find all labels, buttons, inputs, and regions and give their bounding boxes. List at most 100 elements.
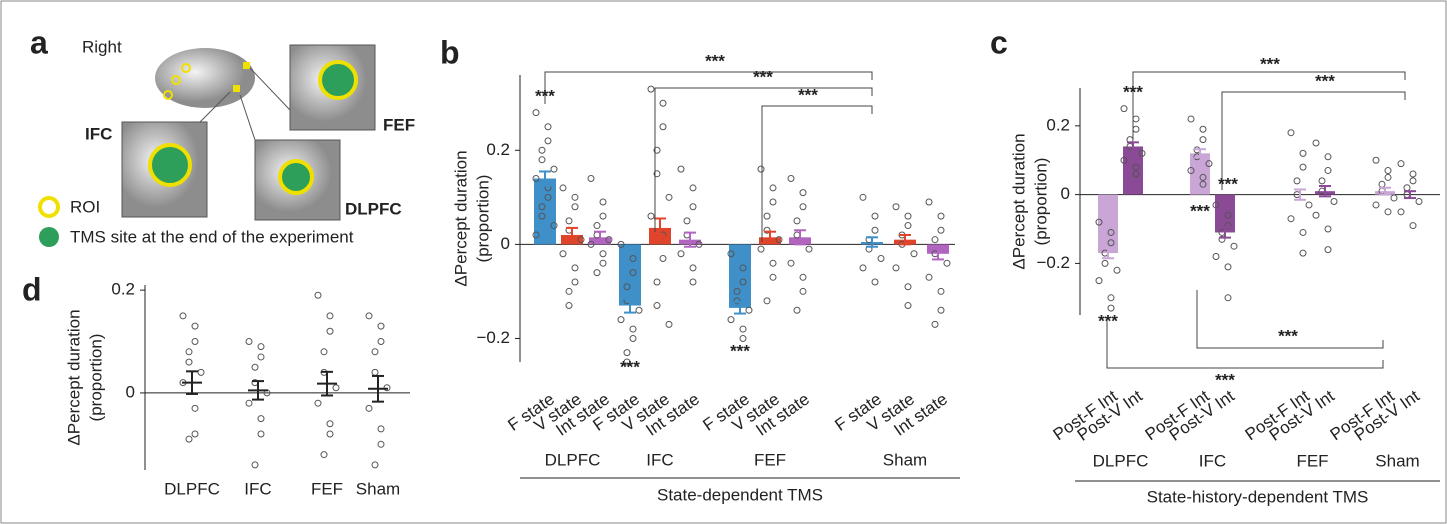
legend-label: ROI bbox=[70, 197, 100, 216]
significance-bracket bbox=[1106, 320, 1384, 369]
data-point bbox=[769, 273, 777, 281]
data-point bbox=[677, 250, 685, 258]
significance-bracket bbox=[761, 105, 873, 242]
y-axis-label: ΔPercept duration bbox=[64, 309, 83, 445]
significance-label: *** bbox=[1278, 326, 1298, 345]
data-point bbox=[365, 312, 373, 320]
data-point bbox=[623, 349, 631, 357]
data-point bbox=[251, 461, 259, 469]
data-point bbox=[904, 212, 912, 220]
data-point bbox=[1409, 222, 1417, 230]
data-point bbox=[859, 193, 867, 201]
data-point bbox=[550, 222, 558, 230]
data-point bbox=[733, 287, 741, 295]
data-point bbox=[538, 156, 546, 164]
data-point bbox=[1224, 222, 1232, 230]
data-point bbox=[629, 254, 637, 262]
data-point bbox=[371, 461, 379, 469]
data-point bbox=[565, 302, 573, 310]
x-tick-label: DLPFC bbox=[164, 479, 220, 498]
data-point bbox=[245, 338, 253, 346]
data-point bbox=[665, 320, 673, 328]
data-point bbox=[739, 278, 747, 286]
data-point bbox=[757, 245, 765, 253]
data-point bbox=[538, 146, 546, 154]
data-point bbox=[925, 198, 933, 206]
data-point bbox=[1318, 177, 1326, 185]
data-point bbox=[659, 254, 667, 262]
data-point bbox=[538, 203, 546, 211]
data-point bbox=[1107, 239, 1115, 247]
data-point bbox=[245, 399, 253, 407]
data-point bbox=[565, 217, 573, 225]
y-axis-label: (proportion) bbox=[1031, 158, 1050, 246]
data-point bbox=[320, 451, 328, 459]
data-point bbox=[326, 430, 334, 438]
data-point bbox=[739, 325, 747, 333]
data-point bbox=[1212, 253, 1220, 261]
data-point bbox=[775, 236, 783, 244]
data-point bbox=[326, 420, 334, 428]
data-point bbox=[689, 278, 697, 286]
data-point bbox=[1324, 246, 1332, 254]
panel-label: b bbox=[440, 34, 460, 70]
data-point bbox=[532, 175, 540, 183]
data-point bbox=[793, 306, 801, 314]
data-point bbox=[320, 348, 328, 356]
data-point bbox=[599, 198, 607, 206]
data-point bbox=[587, 240, 595, 248]
data-point bbox=[1287, 129, 1295, 137]
data-point bbox=[787, 259, 795, 267]
region-label: FEF bbox=[383, 115, 415, 134]
data-point bbox=[1138, 149, 1146, 157]
y-tick-label: 0 bbox=[126, 382, 135, 401]
data-point bbox=[937, 212, 945, 220]
data-point bbox=[179, 312, 187, 320]
data-point bbox=[617, 316, 625, 324]
data-point bbox=[695, 240, 703, 248]
data-point bbox=[1095, 277, 1103, 285]
data-point bbox=[653, 170, 661, 178]
bar bbox=[1190, 153, 1210, 195]
data-point bbox=[892, 264, 900, 272]
data-point bbox=[1212, 201, 1220, 209]
panel-a: a Right IFC FEF DLPFC ROI TMS site at th… bbox=[30, 24, 415, 247]
data-point bbox=[937, 226, 945, 234]
x-axis-label: State-history-dependent TMS bbox=[1147, 487, 1369, 506]
data-point bbox=[1397, 160, 1405, 168]
data-point bbox=[647, 85, 655, 93]
data-point bbox=[1299, 149, 1307, 157]
group-label: FEF bbox=[1296, 451, 1328, 470]
significance-label: *** bbox=[730, 341, 750, 360]
significance-label: *** bbox=[1315, 71, 1335, 90]
data-point bbox=[910, 250, 918, 258]
y-axis-label: (proportion) bbox=[473, 175, 492, 263]
data-point bbox=[763, 226, 771, 234]
significance-bracket bbox=[1221, 91, 1406, 190]
group-label: DLPFC bbox=[545, 450, 601, 469]
data-point bbox=[1224, 211, 1232, 219]
data-point bbox=[1132, 170, 1140, 178]
y-tick-label: −0.2 bbox=[1036, 253, 1070, 272]
data-point bbox=[1199, 136, 1207, 144]
data-point bbox=[931, 320, 939, 328]
data-point bbox=[1390, 194, 1398, 202]
data-point bbox=[787, 175, 795, 183]
data-point bbox=[314, 291, 322, 299]
group-label: DLPFC bbox=[1093, 451, 1149, 470]
data-point bbox=[1299, 228, 1307, 236]
data-point bbox=[745, 306, 753, 314]
data-point bbox=[653, 302, 661, 310]
data-point bbox=[191, 430, 199, 438]
data-point bbox=[892, 203, 900, 211]
data-point bbox=[769, 198, 777, 206]
data-point bbox=[733, 297, 741, 305]
data-point bbox=[599, 259, 607, 267]
panel-label: a bbox=[30, 24, 48, 60]
data-point bbox=[332, 384, 340, 392]
data-point bbox=[1409, 170, 1417, 178]
data-point bbox=[559, 184, 567, 192]
data-point bbox=[647, 212, 655, 220]
